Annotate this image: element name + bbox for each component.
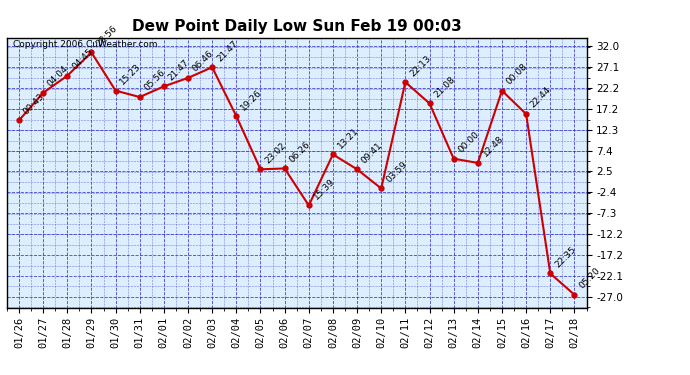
Text: 15:39: 15:39	[312, 177, 336, 201]
Text: 06:46: 06:46	[191, 49, 215, 74]
Text: 05:56: 05:56	[143, 68, 167, 93]
Text: 21:08: 21:08	[433, 75, 457, 99]
Text: 04:45: 04:45	[70, 47, 95, 72]
Text: 21:47: 21:47	[215, 39, 239, 63]
Text: 03:59: 03:59	[384, 160, 408, 184]
Text: 06:26: 06:26	[288, 140, 312, 164]
Text: 00:00: 00:00	[457, 130, 481, 154]
Text: 00:43: 00:43	[22, 92, 46, 116]
Text: Dew Point Daily Low Sun Feb 19 00:03: Dew Point Daily Low Sun Feb 19 00:03	[132, 19, 462, 34]
Text: 15:23: 15:23	[119, 62, 143, 87]
Text: Copyright 2006 CuWeather.com: Copyright 2006 CuWeather.com	[12, 40, 157, 49]
Text: 04:04: 04:04	[46, 64, 70, 88]
Text: 05:20: 05:20	[578, 266, 602, 291]
Text: 13:21: 13:21	[336, 126, 360, 150]
Text: 12:48: 12:48	[481, 134, 505, 159]
Text: 22:35: 22:35	[553, 245, 578, 269]
Text: 22:44: 22:44	[529, 86, 553, 110]
Text: 28:56: 28:56	[95, 24, 119, 48]
Text: 23:02: 23:02	[264, 141, 288, 165]
Text: 19:26: 19:26	[239, 87, 264, 112]
Text: 21:47: 21:47	[167, 58, 191, 82]
Text: 22:13: 22:13	[408, 54, 433, 78]
Text: 00:08: 00:08	[505, 62, 529, 87]
Text: 09:41: 09:41	[360, 141, 384, 165]
